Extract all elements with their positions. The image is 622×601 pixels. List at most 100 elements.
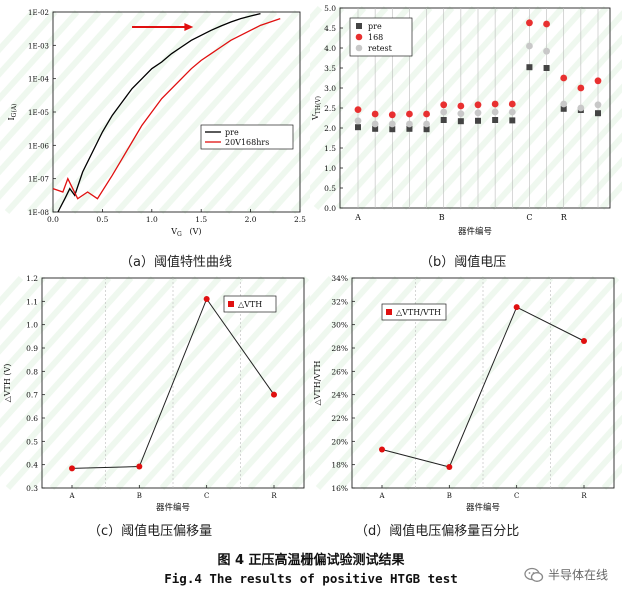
- point-pre: [372, 125, 379, 132]
- watermark-stripe: [93, 275, 288, 491]
- point-retest: [491, 108, 499, 116]
- y-tick-label: 0.4: [26, 461, 38, 470]
- point-168: [371, 110, 379, 118]
- chart-d: 16% 18% 20% 22% 24% 26% 28% 30% 32% 34% A B C R 器件编号 △V…: [310, 274, 622, 513]
- chart-c: 0.3 0.4 0.5 0.6 0.7 0.8 0.9 1.0 1.1 1.2 A B C R 器件编号 △V…: [0, 274, 310, 513]
- watermark-stripe: [0, 9, 80, 103]
- caption-b: （b）阈值电压: [420, 255, 507, 270]
- y-tick-label: 0.5: [324, 184, 336, 193]
- x-group-label: C: [526, 213, 532, 222]
- wechat-icon: [524, 567, 544, 582]
- watermark-stripe: [0, 275, 156, 453]
- watermark-stripe: [579, 439, 622, 491]
- point-retest: [594, 101, 602, 109]
- watermark-stripe: [27, 275, 222, 491]
- watermark-stripe: [447, 292, 622, 491]
- y-tick-label: 5.0: [324, 4, 336, 13]
- legend-label: pre: [225, 128, 239, 137]
- point-pre: [389, 126, 396, 133]
- watermark-stripe: [511, 83, 622, 211]
- x-group-label: B: [439, 213, 445, 222]
- legend-label: △VTH: [238, 300, 262, 309]
- x-tick-label: C: [204, 492, 209, 500]
- y-tick-label: 26%: [331, 367, 348, 376]
- chart-a: 0.0 0.5 1.0 1.5 2.0 2.5 1E-08 1E-07 1E-06 1E-05 1E…: [0, 9, 310, 238]
- legend-label: △VTH/VTH: [396, 308, 441, 317]
- data-point: [136, 463, 143, 470]
- watermark-stripe: [403, 275, 598, 491]
- watermark-text: 半导体在线: [547, 568, 608, 582]
- x-axis-label: 器件编号: [156, 502, 190, 513]
- point-retest: [543, 47, 550, 55]
- y-tick-label: 22%: [331, 414, 348, 423]
- x-tick-label: 2.5: [294, 215, 306, 224]
- watermark-stripe: [0, 275, 112, 404]
- y-tick-label: 16%: [331, 484, 348, 493]
- point-pre: [423, 126, 430, 133]
- legend-label: pre: [368, 22, 382, 31]
- y-tick-label: 0.7: [26, 391, 38, 400]
- watermark-stripe: [268, 164, 310, 215]
- point-retest: [508, 108, 516, 116]
- watermark-stripe: [269, 441, 310, 491]
- y-tick-label: 1E-08: [28, 209, 49, 217]
- watermark-stripe: [310, 275, 488, 477]
- y-tick-label: 1E-06: [28, 142, 50, 150]
- watermark-stripe: [0, 275, 178, 477]
- watermark-stripe: [357, 5, 543, 211]
- watermark-stripe: [0, 9, 102, 127]
- point-pre: [560, 105, 567, 112]
- legend-label: 168: [368, 33, 383, 42]
- watermark-stripe: [49, 275, 244, 491]
- point-168: [406, 110, 413, 118]
- legend-label: retest: [368, 44, 393, 53]
- y-tick-label: 34%: [331, 274, 348, 283]
- y-tick-label: 4.0: [324, 44, 336, 53]
- y-tick-label: 4.5: [324, 24, 336, 33]
- x-group-label: R: [561, 213, 568, 222]
- x-axis-label: 器件编号: [466, 502, 500, 513]
- point-retest: [354, 117, 362, 125]
- watermark-stripe: [92, 9, 278, 215]
- point-168: [526, 19, 533, 27]
- point-pre: [509, 117, 516, 124]
- legend-swatch: [386, 309, 392, 315]
- watermark-stripe: [555, 132, 622, 211]
- x-tick-label: B: [447, 492, 452, 500]
- legend-swatch: [228, 301, 234, 307]
- data-point: [271, 391, 277, 398]
- caption-d: （d）阈值电压偏移量百分比: [355, 524, 520, 539]
- point-retest: [457, 110, 465, 117]
- y-tick-label: 0.9: [26, 344, 38, 353]
- x-group-label: A: [354, 213, 361, 222]
- figure-title-cn: 图 4 正压高温栅偏试验测试结果: [217, 553, 405, 568]
- watermark-stripe: [0, 275, 134, 429]
- point-pre: [475, 117, 481, 124]
- y-tick-label: 20%: [331, 437, 348, 446]
- y-tick-label: 0.3: [26, 484, 38, 493]
- y-tick-label: 1E-03: [28, 42, 49, 50]
- y-tick-label: 1.0: [324, 164, 336, 173]
- x-tick-label: 1.5: [195, 215, 207, 224]
- point-pre: [457, 118, 464, 125]
- watermark-stripe: [0, 275, 90, 380]
- y-tick-label: 1E-05: [28, 109, 49, 117]
- watermark-stripe: [313, 5, 499, 211]
- point-168: [388, 111, 396, 119]
- y-axis-label-group: △VTH/VTH: [313, 360, 322, 405]
- caption-c: （c）阈值电压偏移量: [88, 524, 213, 539]
- y-tick-label: 0.0: [324, 204, 336, 213]
- x-tick-label: A: [378, 492, 385, 500]
- watermark-stripe: [114, 9, 300, 215]
- watermark-stripe: [535, 390, 622, 491]
- x-tick-label: 0.5: [96, 215, 108, 224]
- watermark-stripe: [246, 139, 310, 215]
- y-tick-label: 1E-02: [28, 9, 49, 17]
- watermark-stripe: [491, 341, 622, 491]
- watermark-stripe: [557, 414, 622, 491]
- point-pre: [595, 110, 601, 117]
- watermark-stripe: [159, 319, 310, 491]
- point-168: [508, 100, 516, 108]
- watermark-stripe: [115, 275, 310, 491]
- x-tick-label: A: [68, 492, 75, 500]
